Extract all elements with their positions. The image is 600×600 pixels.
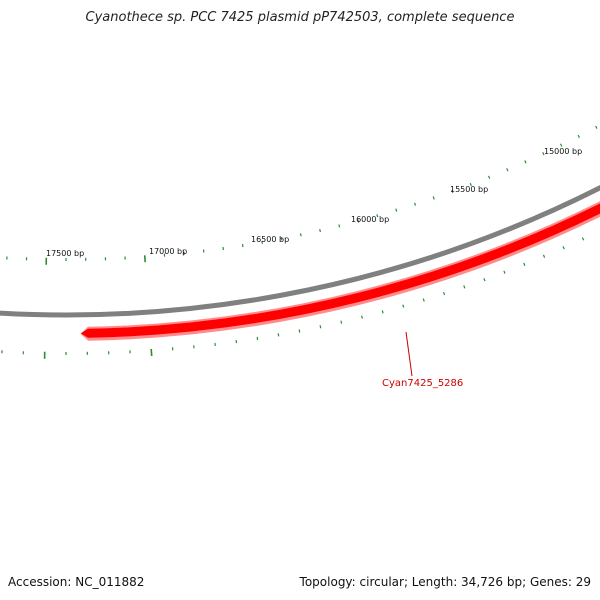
outer-minor-tick [524,160,527,164]
plasmid-backbone [0,184,600,318]
outer-minor-tick [414,202,417,206]
inner-minor-tick [381,310,384,314]
outer-minor-tick [261,240,263,244]
outer-minor-tick [376,214,379,218]
summary-text: Topology: circular; Length: 34,726 bp; G… [299,575,591,589]
scale-label-15000: 15000 bp [544,147,582,156]
inner-scale-ticks [1,237,585,359]
scale-label-17500: 17500 bp [46,249,84,258]
gene-feature-shadow [80,201,600,341]
inner-minor-tick [422,298,425,302]
outer-minor-tick [559,143,563,147]
inner-minor-tick [443,292,446,296]
outer-minor-tick [451,189,454,194]
outer-minor-tick [319,228,321,233]
scale-label-16500: 16500 bp [251,235,289,244]
inner-minor-tick [523,262,526,267]
inner-minor-tick [562,246,565,250]
outer-minor-tick [488,175,491,179]
inner-minor-tick [319,325,322,329]
inner-minor-tick [340,320,343,324]
outer-scale-ticks [6,125,598,265]
outer-minor-tick [280,237,283,241]
inner-minor-tick [402,304,405,308]
outer-major-tick [143,255,146,263]
outer-minor-tick [299,233,302,237]
inner-minor-tick [277,333,280,337]
inner-major-tick [150,348,153,357]
gene-label-leader [405,331,413,377]
inner-minor-tick [298,329,301,333]
scale-label-15500: 15500 bp [450,185,488,194]
outer-minor-tick [595,125,598,129]
outer-minor-tick [506,168,509,172]
outer-minor-tick [338,224,341,228]
inner-minor-tick [361,315,363,319]
outer-minor-tick [395,208,398,212]
outer-minor-tick [542,152,545,156]
outer-minor-tick [357,219,360,223]
gene-label: Cyan7425_5286 [382,378,463,389]
inner-minor-tick [483,278,486,282]
inner-minor-tick [463,285,466,289]
outer-minor-tick [469,182,472,187]
inner-minor-tick [542,254,546,258]
outer-minor-tick [577,134,581,138]
map-title: Cyanothece sp. PCC 7425 plasmid pP742503… [85,10,515,25]
inner-minor-tick [503,270,506,274]
accession-text: Accession: NC_011882 [8,575,145,589]
scale-label-17000: 17000 bp [149,247,187,256]
scale-label-16000: 16000 bp [351,215,389,224]
inner-minor-tick [581,237,585,241]
gene-feature-Cyan7425-5286[interactable] [80,198,600,338]
outer-minor-tick [432,196,435,200]
